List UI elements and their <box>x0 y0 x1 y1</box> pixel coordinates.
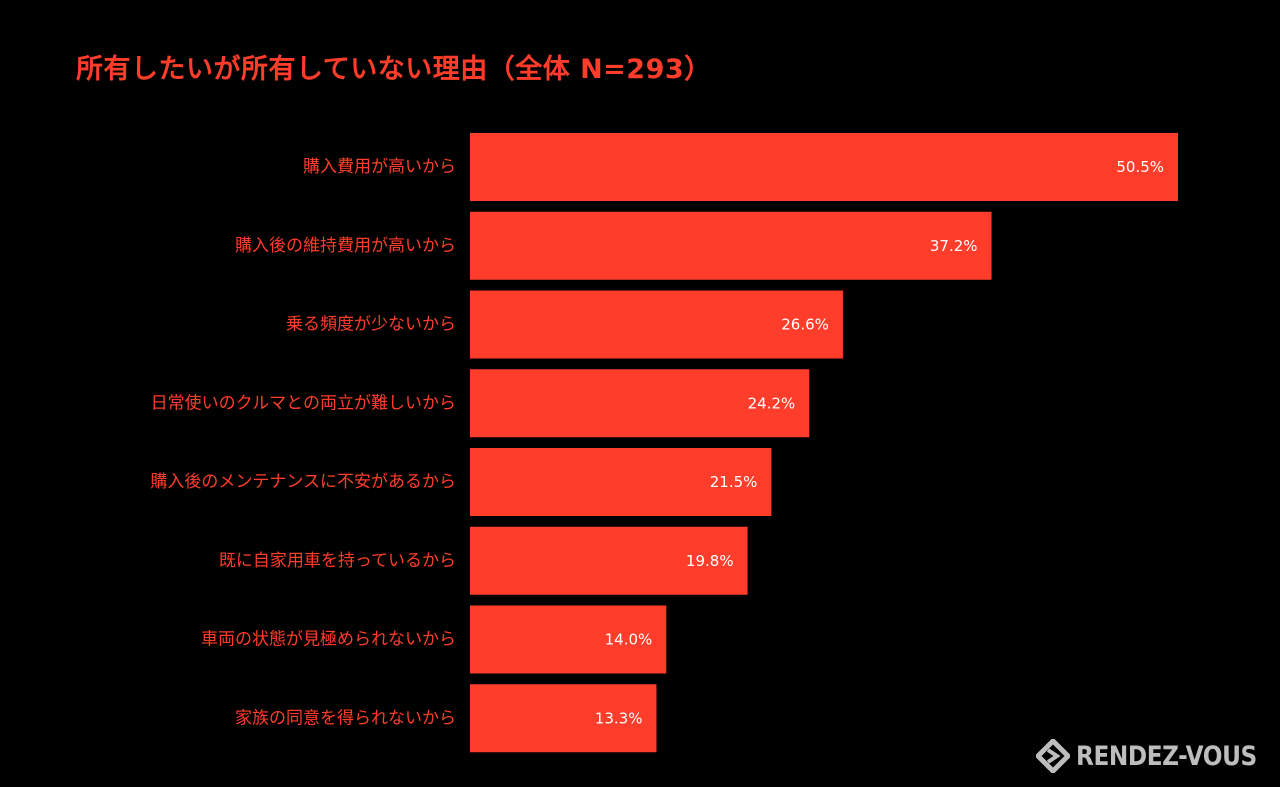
category-label: 乗る頻度が少ないから <box>286 315 456 335</box>
value-label: 21.5% <box>710 473 758 491</box>
bar <box>470 526 748 595</box>
brand-logo: RENDEZ-VOUS <box>1035 739 1264 773</box>
category-label: 購入後の維持費用が高いから <box>235 236 456 256</box>
value-label: 19.8% <box>686 552 734 570</box>
bar <box>470 605 667 674</box>
brand-logo-text: RENDEZ-VOUS <box>1075 740 1257 772</box>
category-label: 家族の同意を得られないから <box>235 708 456 728</box>
category-label: 車両の状態が見極められないから <box>201 630 456 650</box>
bar <box>470 448 772 516</box>
bar <box>470 211 992 280</box>
bar <box>470 684 657 753</box>
rendez-vous-logo-icon <box>1035 739 1070 773</box>
category-label: 購入後のメンテナンスに不安があるから <box>150 472 456 492</box>
bar <box>470 369 810 438</box>
value-label: 13.3% <box>595 709 643 727</box>
bar <box>470 290 843 359</box>
bar <box>470 133 1178 201</box>
category-label: 日常使いのクルマとの両立が難しいから <box>151 392 456 413</box>
chart-title: 所有したいが所有していない理由（全体 N=293） <box>76 54 712 85</box>
category-label: 購入費用が高いから <box>303 157 456 177</box>
value-label: 24.2% <box>748 394 796 412</box>
category-label: 既に自家用車を持っているから <box>219 551 456 571</box>
value-label: 14.0% <box>605 631 653 649</box>
value-label: 50.5% <box>1116 158 1164 176</box>
value-label: 26.6% <box>781 316 829 334</box>
value-label: 37.2% <box>930 237 978 255</box>
